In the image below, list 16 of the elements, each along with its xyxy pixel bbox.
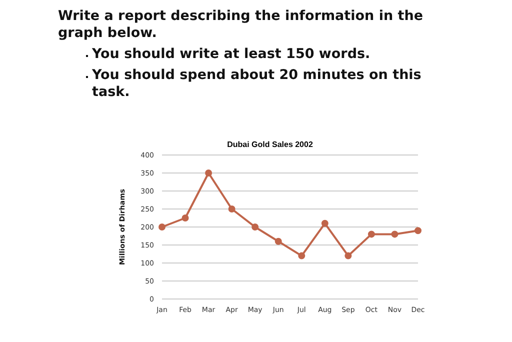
chart-title: Dubai Gold Sales 2002 <box>226 140 314 149</box>
point <box>158 224 166 230</box>
text: You should spend about 20 minutes on this task. <box>92 67 422 101</box>
point <box>252 224 259 230</box>
point <box>321 220 328 227</box>
point <box>368 230 375 238</box>
point <box>205 170 212 176</box>
text: Write a report describing the information in the graph below. <box>58 8 424 42</box>
point <box>298 252 306 260</box>
point <box>414 227 422 234</box>
point <box>182 214 189 222</box>
text: You should write at least 150 words. <box>92 46 372 63</box>
point <box>228 206 236 212</box>
point <box>274 238 282 245</box>
point <box>391 230 398 238</box>
point <box>344 252 352 260</box>
